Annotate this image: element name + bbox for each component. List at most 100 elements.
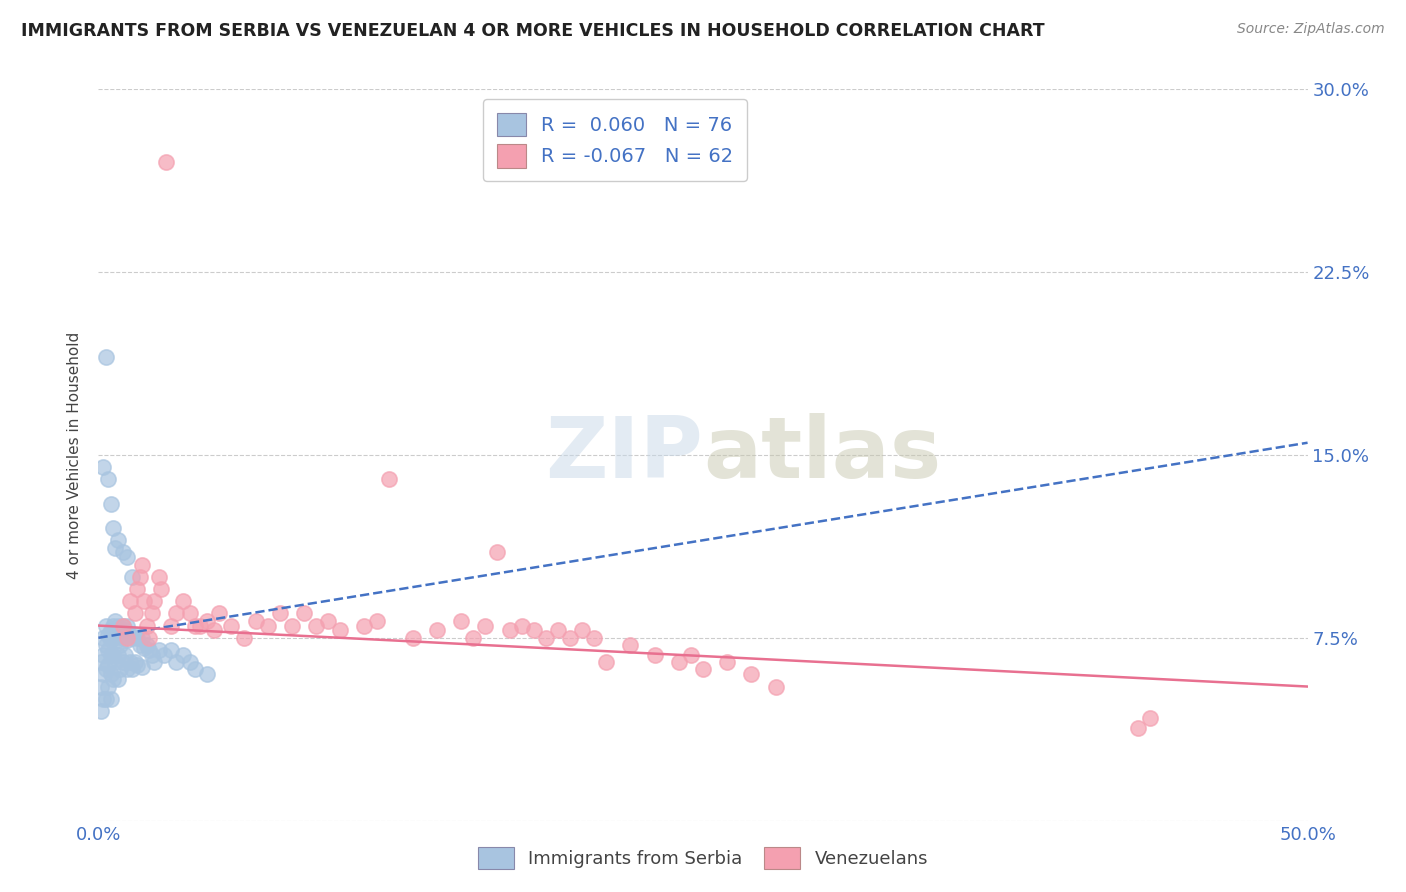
Point xyxy=(104,614,127,628)
Point xyxy=(91,460,114,475)
Point xyxy=(426,624,449,638)
Point xyxy=(148,570,170,584)
Point xyxy=(534,631,557,645)
Point xyxy=(117,633,139,648)
Point xyxy=(523,624,546,638)
Point xyxy=(134,640,156,655)
Point xyxy=(117,663,139,677)
Point xyxy=(498,624,520,638)
Point xyxy=(107,648,129,662)
Point xyxy=(104,541,127,555)
Point xyxy=(245,614,267,628)
Point xyxy=(765,680,787,694)
Point xyxy=(101,631,124,645)
Point xyxy=(583,631,606,645)
Point xyxy=(101,521,124,535)
Point xyxy=(107,672,129,686)
Point xyxy=(104,655,127,669)
Point xyxy=(111,618,134,632)
Point xyxy=(152,648,174,662)
Point xyxy=(184,618,207,632)
Point xyxy=(148,643,170,657)
Point xyxy=(118,655,141,669)
Point xyxy=(91,648,114,662)
Point xyxy=(118,628,141,642)
Point xyxy=(117,631,139,645)
Point xyxy=(114,648,136,662)
Point xyxy=(100,691,122,706)
Point xyxy=(679,648,702,662)
Text: Source: ZipAtlas.com: Source: ZipAtlas.com xyxy=(1237,22,1385,37)
Point xyxy=(97,643,120,657)
Point xyxy=(101,648,124,662)
Point xyxy=(107,618,129,632)
Point xyxy=(124,628,146,642)
Point xyxy=(179,607,201,621)
Point xyxy=(188,618,211,632)
Point xyxy=(143,655,166,669)
Point xyxy=(195,614,218,628)
Point xyxy=(316,614,339,628)
Point xyxy=(111,618,134,632)
Point xyxy=(292,607,315,621)
Point xyxy=(97,680,120,694)
Point xyxy=(547,624,569,638)
Point xyxy=(141,607,163,621)
Point xyxy=(117,618,139,632)
Point xyxy=(101,672,124,686)
Point xyxy=(463,631,485,645)
Point xyxy=(121,663,143,677)
Point xyxy=(124,655,146,669)
Point xyxy=(121,570,143,584)
Point xyxy=(94,351,117,365)
Point xyxy=(101,618,124,632)
Point xyxy=(118,594,141,608)
Legend: Immigrants from Serbia, Venezuelans: Immigrants from Serbia, Venezuelans xyxy=(468,838,938,879)
Y-axis label: 4 or more Vehicles in Household: 4 or more Vehicles in Household xyxy=(67,331,83,579)
Text: IMMIGRANTS FROM SERBIA VS VENEZUELAN 4 OR MORE VEHICLES IN HOUSEHOLD CORRELATION: IMMIGRANTS FROM SERBIA VS VENEZUELAN 4 O… xyxy=(21,22,1045,40)
Point xyxy=(184,663,207,677)
Point xyxy=(740,667,762,681)
Point xyxy=(91,667,114,681)
Point xyxy=(165,607,187,621)
Point xyxy=(510,618,533,632)
Text: ZIP: ZIP xyxy=(546,413,703,497)
Point xyxy=(127,631,149,645)
Point xyxy=(232,631,254,645)
Point xyxy=(100,624,122,638)
Point xyxy=(281,618,304,632)
Point xyxy=(150,582,173,596)
Point xyxy=(353,618,375,632)
Point xyxy=(571,624,593,638)
Point xyxy=(97,472,120,486)
Point xyxy=(204,624,226,638)
Point xyxy=(366,614,388,628)
Point xyxy=(138,631,160,645)
Point xyxy=(402,631,425,645)
Point xyxy=(128,570,150,584)
Point xyxy=(91,691,114,706)
Point xyxy=(486,545,509,559)
Point xyxy=(108,638,131,652)
Point xyxy=(94,638,117,652)
Point xyxy=(135,638,157,652)
Point xyxy=(91,631,114,645)
Point xyxy=(114,624,136,638)
Point xyxy=(100,648,122,662)
Point xyxy=(179,655,201,669)
Point xyxy=(127,657,149,672)
Text: atlas: atlas xyxy=(703,413,941,497)
Point xyxy=(172,594,194,608)
Point xyxy=(595,655,617,669)
Point xyxy=(131,660,153,674)
Point xyxy=(117,550,139,565)
Point xyxy=(90,655,112,669)
Point xyxy=(377,472,399,486)
Point xyxy=(155,155,177,169)
Point xyxy=(111,655,134,669)
Point xyxy=(100,497,122,511)
Point xyxy=(165,655,187,669)
Point xyxy=(108,663,131,677)
Point xyxy=(124,607,146,621)
Point xyxy=(135,618,157,632)
